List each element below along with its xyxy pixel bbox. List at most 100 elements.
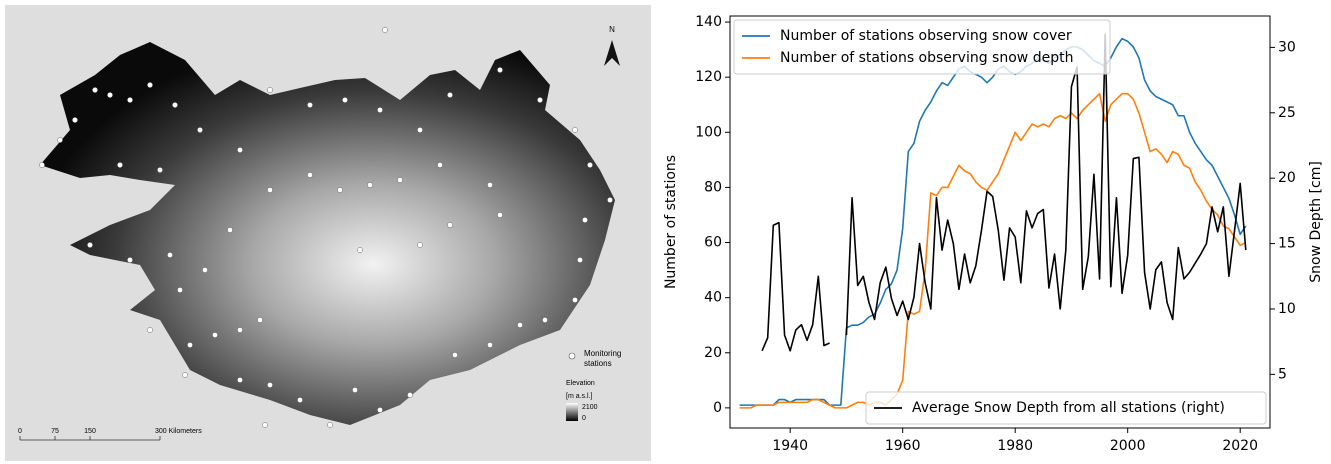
- station-legend: Monitoring: [584, 349, 621, 358]
- elevation-title: Elevation: [566, 380, 595, 387]
- station-dot: [92, 87, 98, 93]
- station-dot: [39, 162, 45, 168]
- station-dot: [202, 267, 208, 273]
- y-tick-label: 40: [704, 290, 722, 306]
- station-dot: [587, 162, 593, 168]
- station-dot: [267, 87, 273, 93]
- station-dot: [197, 127, 203, 133]
- station-dot: [382, 27, 388, 33]
- elevation-max: 2100: [582, 404, 598, 411]
- station-dot: [417, 127, 423, 133]
- station-dot: [517, 322, 523, 328]
- station-dot: [57, 137, 63, 143]
- station-dot: [397, 177, 403, 183]
- scale-label: 75: [51, 428, 59, 435]
- station-dot: [577, 257, 583, 263]
- legend-label: Number of stations observing snow depth: [780, 50, 1073, 66]
- station-dot: [307, 172, 313, 178]
- station-dot: [337, 187, 343, 193]
- x-tick-label: 2000: [1110, 438, 1146, 454]
- y-tick-label: 120: [695, 69, 722, 85]
- scale-label: 0: [18, 428, 22, 435]
- station-dot: [497, 212, 503, 218]
- station-dot: [212, 332, 218, 338]
- station-dot: [497, 67, 503, 73]
- station-dot: [72, 117, 78, 123]
- station-dot: [307, 102, 313, 108]
- station-dot: [342, 97, 348, 103]
- legend-box: [733, 19, 1111, 75]
- y2-tick-label: 10: [1278, 301, 1296, 317]
- y-tick-label: 80: [704, 179, 722, 195]
- station-dot: [182, 372, 188, 378]
- station-dot: [447, 92, 453, 98]
- station-dot: [262, 422, 268, 428]
- x-tick-label: 1940: [772, 438, 808, 454]
- map: N Monitoring stations Elevation [m a.s.l…: [5, 5, 651, 461]
- station-dot: [357, 247, 363, 253]
- series-line: [739, 37, 1247, 406]
- scale-label: 300 Kilometers: [155, 428, 202, 435]
- north-arrow: [604, 40, 620, 66]
- station-dot: [572, 297, 578, 303]
- station-dot: [237, 377, 243, 383]
- y-tick-label: 140: [695, 14, 722, 30]
- station-dot: [542, 317, 548, 323]
- y2-tick-label: 5: [1278, 366, 1287, 382]
- station-dot: [417, 242, 423, 248]
- station-dot: [352, 387, 358, 393]
- y-tick-label: 100: [695, 124, 722, 140]
- station-dot: [107, 92, 113, 98]
- stations: [39, 27, 613, 428]
- station-dot: [582, 217, 588, 223]
- y-axis-label: Number of stations: [663, 155, 679, 289]
- scale-bar: [19, 436, 161, 441]
- station-dot: [117, 162, 123, 168]
- station-dot: [237, 327, 243, 333]
- station-dot: [127, 257, 133, 263]
- y2-axis-label: Snow Depth [cm]: [1308, 161, 1324, 283]
- island: [40, 42, 615, 425]
- station-dot: [447, 222, 453, 228]
- station-dot: [267, 382, 273, 388]
- legend-box: [865, 391, 1267, 425]
- station-dot: [572, 127, 578, 133]
- station-dot: [407, 392, 413, 398]
- y-tick-label: 20: [704, 345, 722, 361]
- station-dot: [297, 397, 303, 403]
- scale-label: 150: [84, 428, 96, 435]
- station-dot: [87, 242, 93, 248]
- y2-tick-label: 25: [1278, 105, 1296, 121]
- station-dot: [327, 422, 333, 428]
- legend-label: Number of stations observing snow cover: [780, 28, 1072, 44]
- station-dot: [452, 352, 458, 358]
- station-dot: [437, 162, 443, 168]
- station-dot: [147, 327, 153, 333]
- station-dot: [377, 107, 383, 113]
- station-dot: [172, 102, 178, 108]
- station-dot: [187, 342, 193, 348]
- station-dot: [157, 167, 163, 173]
- station-dot: [377, 407, 383, 413]
- x-tick-label: 1960: [885, 438, 921, 454]
- north-label: N: [609, 25, 615, 34]
- series-line: [761, 33, 1247, 352]
- station-legend: stations: [584, 359, 612, 368]
- elevation-unit: [m a.s.l.]: [566, 393, 593, 400]
- station-dot: [127, 97, 133, 103]
- station-legend-symbol: [568, 352, 576, 360]
- station-dot: [237, 147, 243, 153]
- station-dot: [147, 82, 153, 88]
- station-dot: [367, 182, 373, 188]
- station-dot: [537, 97, 543, 103]
- station-dot: [607, 197, 613, 203]
- y-tick-label: 60: [704, 235, 722, 251]
- y2-tick-label: 30: [1278, 39, 1296, 55]
- elevation-min: 0: [582, 415, 586, 422]
- station-dot: [267, 187, 273, 193]
- y2-tick-label: 20: [1278, 170, 1296, 186]
- station-dot: [167, 252, 173, 258]
- station-dot: [487, 342, 493, 348]
